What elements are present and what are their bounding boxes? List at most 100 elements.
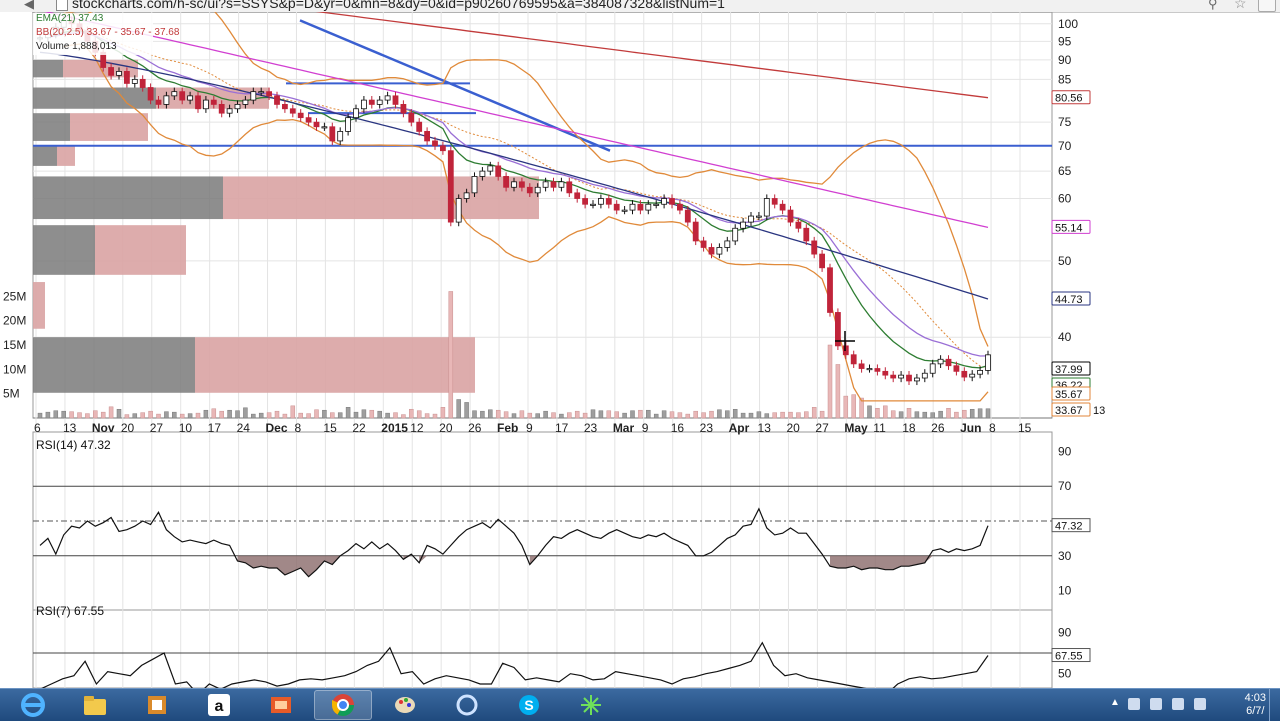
candle-body	[124, 71, 130, 84]
volume-tick-label: 25M	[3, 289, 26, 303]
volume-bar	[930, 412, 935, 419]
volume-bar	[804, 411, 809, 419]
volume-bar	[393, 412, 398, 419]
x-tick-label: 11	[873, 421, 886, 435]
back-arrow-icon[interactable]: ◀	[24, 0, 34, 11]
taskbar-skype-button[interactable]: S	[500, 690, 558, 720]
volume-bar	[914, 411, 920, 419]
volume-bar	[385, 412, 390, 419]
volume-bar	[156, 413, 161, 419]
vbp-up-bar	[70, 113, 148, 141]
candle-body	[842, 345, 849, 356]
show-desktop-button[interactable]	[1269, 689, 1280, 721]
rsi14-tick-label: 30	[1058, 549, 1072, 563]
taskbar-explorer-button[interactable]	[66, 690, 124, 720]
candle-body	[408, 112, 415, 123]
x-tick-label: 24	[237, 421, 251, 435]
volume-bar	[179, 413, 185, 419]
candle-body	[242, 99, 249, 105]
rsi7-tick-label: 50	[1058, 667, 1072, 681]
candle-body	[519, 181, 525, 188]
candle-body	[819, 253, 825, 269]
volume-bar	[416, 410, 422, 419]
tray-network-icon[interactable]	[1172, 698, 1184, 710]
url-text[interactable]: stockcharts.com/h-sc/ui?s=SSYS&p=D&yr=0&…	[72, 0, 725, 11]
rsi7-label: RSI(7) 67.55	[36, 604, 104, 618]
zoom-icon[interactable]: ⚲	[1208, 0, 1218, 11]
tray-expand-icon[interactable]: ▲	[1110, 697, 1120, 708]
volume-bar	[251, 413, 256, 419]
candle-body	[400, 104, 407, 114]
tray-volume-icon[interactable]	[1194, 698, 1206, 710]
candle-body	[487, 165, 494, 172]
candle-body	[598, 198, 604, 205]
candle-body	[131, 78, 138, 84]
vbp-down-bar	[33, 59, 63, 78]
taskbar-app-button-2[interactable]	[252, 690, 310, 720]
candle-body	[582, 198, 588, 205]
volume-bar	[701, 412, 706, 419]
volume-bar	[266, 412, 272, 419]
candle-body	[787, 209, 794, 223]
volume-bar	[985, 408, 991, 419]
x-tick-label: 17	[555, 421, 569, 435]
price-tick-label: 50	[1058, 254, 1072, 268]
taskbar-clock[interactable]: 4:03 6/7/	[1245, 692, 1266, 718]
price-tick-label: 65	[1058, 164, 1072, 178]
price-label-text: 44.73	[1055, 294, 1083, 306]
taskbar-app-button-3[interactable]	[438, 690, 496, 720]
taskbar-paint-button[interactable]	[376, 690, 434, 720]
volume-bar	[551, 412, 556, 419]
taskbar-ie-button[interactable]	[4, 690, 62, 720]
candle-body	[416, 121, 423, 132]
candle-body	[424, 131, 431, 142]
candle-body	[898, 374, 904, 379]
chrome-icon	[332, 694, 354, 716]
x-tick-label: 23	[700, 421, 714, 435]
x-tick-label: Mar	[613, 421, 635, 435]
x-tick-label: 8	[989, 421, 996, 435]
volume-bar	[954, 411, 959, 419]
moving-average-mid-line	[44, 12, 989, 229]
candle-body	[218, 104, 225, 114]
volume-bar	[77, 412, 82, 419]
chrome-menu-icon[interactable]	[1258, 0, 1276, 12]
volume-bar	[211, 408, 217, 419]
vbp-up-bar	[33, 282, 45, 329]
volume-bar	[480, 410, 485, 419]
volume-bar	[353, 411, 359, 419]
candle-body	[289, 108, 296, 114]
volume-bar	[306, 413, 311, 419]
volume-tick-label: 5M	[3, 387, 20, 401]
volume-bar	[472, 410, 477, 419]
taskbar-app-button[interactable]	[128, 690, 186, 720]
candle-body	[771, 198, 778, 205]
tray-battery-icon[interactable]	[1150, 698, 1162, 710]
price-label-box	[1051, 219, 1091, 234]
volume-bar	[819, 410, 825, 419]
volume-bar	[100, 411, 106, 419]
candle-body	[763, 198, 770, 217]
price-label-text: 37.99	[1055, 364, 1083, 376]
page-icon	[56, 0, 68, 11]
taskbar-chrome-button[interactable]	[314, 690, 372, 720]
tray-flag-icon[interactable]	[1128, 698, 1140, 710]
taskbar-amazon-button[interactable]: a	[190, 690, 248, 720]
volume-bar	[203, 409, 209, 419]
candle-body	[495, 165, 502, 177]
volume-tick-label: 20M	[3, 314, 26, 328]
volume-bar	[788, 411, 793, 419]
moving-average-long-line	[315, 12, 989, 99]
candle-body	[914, 377, 920, 382]
candle-body	[266, 91, 273, 97]
volume-by-price-bars	[33, 59, 539, 393]
bollinger-upper-line	[63, 12, 989, 347]
taskbar-app-button-4[interactable]	[562, 690, 620, 720]
bookmark-star-icon[interactable]: ☆	[1234, 0, 1247, 11]
rsi7-panel-frame	[32, 609, 1053, 688]
candle-body	[985, 354, 991, 371]
volume-bar	[922, 411, 928, 419]
candle-body	[637, 203, 644, 211]
candle-body	[368, 99, 375, 105]
x-tick-label: 26	[468, 421, 482, 435]
